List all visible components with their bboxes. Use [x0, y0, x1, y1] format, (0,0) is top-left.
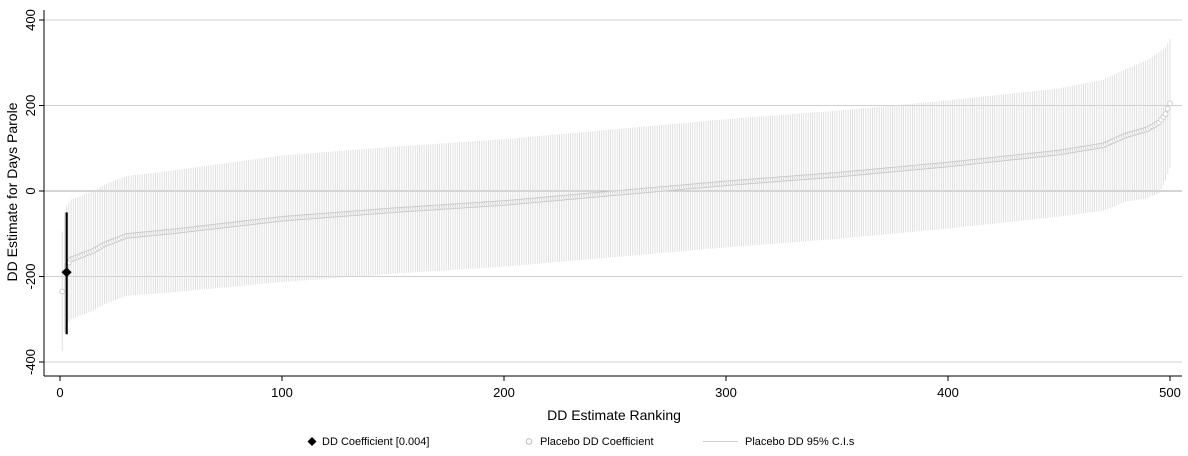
- x-tick-label: 400: [937, 385, 959, 400]
- legend-label-placebo-ci: Placebo DD 95% C.I.s: [745, 436, 855, 448]
- dd-coefficient-marker: [61, 267, 72, 278]
- dd-coefficient: [61, 212, 72, 335]
- placebo-point: [1164, 105, 1171, 112]
- ticks: 0 100 200 300 400 500 -400 -200 0 200 400: [23, 9, 1181, 400]
- x-axis-title: DD Estimate Ranking: [547, 407, 681, 423]
- placebo-point: [59, 288, 66, 295]
- axes: [43, 10, 1182, 377]
- x-tick-label: 500: [1159, 385, 1181, 400]
- legend-item-dd-coefficient: DD Coefficient [0.004]: [307, 436, 429, 448]
- placebo-points: [59, 100, 1173, 295]
- y-tick-label: 200: [23, 95, 38, 117]
- placebo-point: [1167, 100, 1173, 107]
- legend-label-dd-coefficient: DD Coefficient [0.004]: [322, 436, 429, 448]
- y-tick-label: -200: [23, 263, 38, 289]
- placebo-point: [1162, 111, 1169, 117]
- legend-item-placebo-coefficient: Placebo DD Coefficient: [525, 436, 654, 448]
- x-tick-label: 300: [715, 385, 737, 400]
- y-tick-label: 400: [23, 9, 38, 31]
- y-axis-title: DD Estimate for Days Parole: [4, 102, 20, 281]
- legend-label-placebo-coefficient: Placebo DD Coefficient: [540, 436, 654, 448]
- legend-diamond-marker: [307, 437, 317, 446]
- legend: DD Coefficient [0.004] Placebo DD Coeffi…: [307, 436, 855, 448]
- x-tick-label: 200: [493, 385, 515, 400]
- legend-item-placebo-ci: Placebo DD 95% C.I.s: [703, 436, 855, 448]
- x-tick-label: 100: [271, 385, 293, 400]
- y-tick-label: 0: [23, 187, 38, 194]
- y-tick-label: -400: [23, 349, 38, 375]
- x-tick-label: 0: [56, 385, 63, 400]
- legend-hollow-circle-marker: [525, 438, 533, 445]
